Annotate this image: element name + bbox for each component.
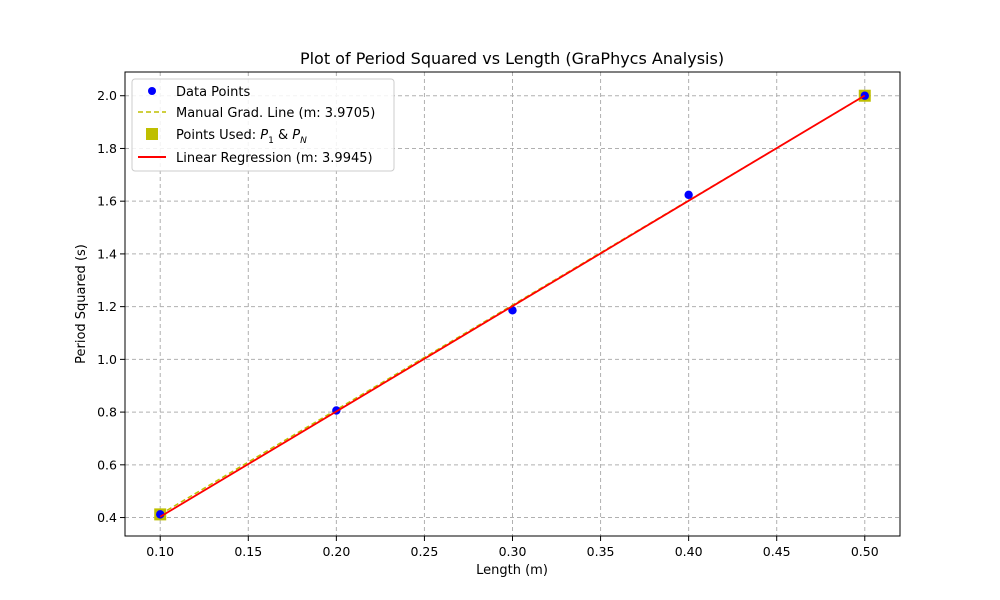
x-tick-label: 0.50 <box>851 544 879 559</box>
x-tick-label: 0.40 <box>675 544 703 559</box>
y-tick-label: 1.2 <box>97 299 117 314</box>
legend-label-linear-regression: Linear Regression (m: 3.9945) <box>176 151 373 166</box>
pn-subscript: N <box>300 136 307 146</box>
x-axis-label: Length (m) <box>476 563 548 578</box>
legend-label-manual-grad: Manual Grad. Line (m: 3.9705) <box>176 106 375 121</box>
linear-regression-line <box>159 94 866 518</box>
pn-symbol: P <box>292 128 300 143</box>
legend: Data Points Manual Grad. Line (m: 3.9705… <box>131 78 395 172</box>
x-tick-label: 0.30 <box>499 544 527 559</box>
data-point <box>684 190 693 200</box>
x-tick-label: 0.15 <box>234 544 262 559</box>
y-tick-label: 1.8 <box>97 141 117 156</box>
y-axis-ticks: 0.4 0.6 0.8 1.0 1.2 1.4 1.6 1.8 2.0 <box>97 88 125 525</box>
x-tick-label: 0.45 <box>763 544 791 559</box>
axes-frame <box>124 71 901 537</box>
plot-area <box>154 89 871 521</box>
y-tick-label: 0.6 <box>97 457 117 472</box>
y-tick-label: 1.0 <box>97 352 117 367</box>
p1-symbol: P <box>260 128 268 143</box>
x-tick-label: 0.35 <box>587 544 615 559</box>
y-axis-label: Period Squared (s) <box>74 244 89 364</box>
y-tick-label: 2.0 <box>97 88 117 103</box>
legend-marker-points-used <box>146 128 158 140</box>
legend-marker-data-points <box>148 87 156 95</box>
legend-box <box>131 78 395 172</box>
p1-subscript: 1 <box>268 136 274 146</box>
y-tick-label: 0.8 <box>97 405 117 420</box>
legend-label-data-points: Data Points <box>176 85 250 100</box>
points-used-mid: & <box>274 128 292 143</box>
y-tick-label: 1.4 <box>97 246 117 261</box>
legend-label-points-used: Points Used: P1 & PN <box>176 128 307 146</box>
y-tick-label: 0.4 <box>97 510 117 525</box>
x-tick-label: 0.10 <box>146 544 174 559</box>
x-tick-label: 0.20 <box>322 544 350 559</box>
points-used-prefix: Points Used: <box>176 128 260 143</box>
x-axis-ticks: 0.10 0.15 0.20 0.25 0.30 0.35 0.40 0.45 0.50 <box>146 536 879 559</box>
y-tick-label: 1.6 <box>97 194 117 209</box>
x-tick-label: 0.25 <box>411 544 439 559</box>
chart-title: Plot of Period Squared vs Length (GraPhy… <box>300 49 724 68</box>
